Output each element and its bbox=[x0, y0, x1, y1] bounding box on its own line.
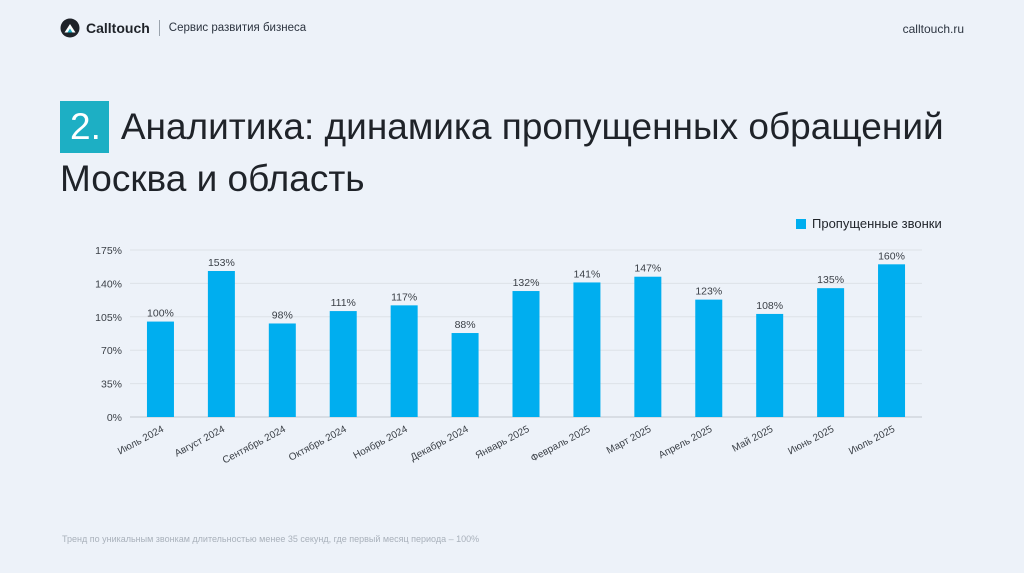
header: Calltouch Сервис развития бизнеса callto… bbox=[60, 18, 964, 42]
data-label: 117% bbox=[391, 291, 417, 303]
x-tick-label: Октябрь 2024 bbox=[287, 423, 349, 464]
x-tick-label: Июнь 2025 bbox=[786, 424, 836, 458]
bar bbox=[817, 288, 845, 417]
x-tick-label: Декабрь 2024 bbox=[408, 423, 471, 464]
header-divider bbox=[158, 20, 160, 36]
brand-tagline: Сервис развития бизнеса bbox=[168, 22, 307, 34]
footnote: Тренд по уникальным звонкам длительность… bbox=[62, 534, 480, 544]
y-tick-label: 140% bbox=[95, 278, 122, 290]
bar bbox=[390, 305, 418, 417]
bar bbox=[573, 282, 601, 417]
data-label: 98% bbox=[272, 309, 293, 321]
site-link[interactable]: calltouch.ru bbox=[902, 22, 964, 36]
bar bbox=[634, 276, 662, 417]
bar bbox=[451, 333, 479, 417]
data-label: 88% bbox=[455, 319, 476, 331]
x-tick-label: Ноябрь 2024 bbox=[351, 423, 410, 462]
x-tick-label: Май 2025 bbox=[731, 424, 776, 455]
data-label: 123% bbox=[695, 286, 722, 298]
x-tick-label: Сентябрь 2024 bbox=[220, 423, 288, 467]
y-tick-label: 35% bbox=[101, 379, 122, 391]
bar bbox=[512, 291, 540, 417]
x-tick-label: Июль 2025 bbox=[847, 424, 897, 458]
x-tick-label: Август 2024 bbox=[173, 424, 227, 460]
data-label: 160% bbox=[878, 250, 905, 262]
bar bbox=[268, 323, 296, 417]
data-label: 153% bbox=[208, 257, 235, 269]
data-label: 132% bbox=[513, 277, 540, 289]
y-tick-label: 0% bbox=[107, 412, 122, 424]
bar bbox=[756, 313, 784, 417]
data-label: 147% bbox=[634, 263, 661, 275]
data-label: 141% bbox=[573, 268, 600, 280]
page-title-text: Аналитика: динамика пропущенных обращени… bbox=[60, 105, 944, 199]
section-number-badge: 2. bbox=[60, 100, 109, 153]
y-tick-label: 175% bbox=[95, 245, 122, 257]
legend-label: Пропущенные звонки bbox=[812, 216, 942, 231]
x-tick-label: Январь 2025 bbox=[474, 424, 532, 462]
chart-legend: Пропущенные звонки bbox=[796, 216, 942, 231]
calltouch-logo-icon bbox=[60, 18, 80, 38]
bar bbox=[329, 311, 357, 417]
data-label: 108% bbox=[756, 300, 783, 312]
bar bbox=[207, 270, 235, 417]
brand-logo[interactable]: Calltouch Сервис развития бизнеса bbox=[60, 18, 306, 38]
data-label: 111% bbox=[331, 297, 356, 309]
y-tick-label: 70% bbox=[101, 345, 122, 357]
page-title: 2. Аналитика: динамика пропущенных обраще… bbox=[60, 100, 980, 205]
bar bbox=[146, 321, 174, 417]
data-label: 135% bbox=[817, 274, 844, 286]
bar bbox=[878, 264, 906, 417]
data-label: 100% bbox=[147, 308, 174, 320]
legend-swatch bbox=[796, 218, 806, 229]
x-tick-label: Февраль 2025 bbox=[529, 424, 593, 465]
x-tick-label: Март 2025 bbox=[605, 424, 654, 457]
y-tick-label: 105% bbox=[95, 312, 122, 324]
x-tick-label: Апрель 2025 bbox=[657, 424, 715, 462]
bar bbox=[695, 299, 723, 417]
brand-name: Calltouch bbox=[86, 20, 150, 36]
x-tick-label: Июль 2024 bbox=[116, 424, 166, 458]
